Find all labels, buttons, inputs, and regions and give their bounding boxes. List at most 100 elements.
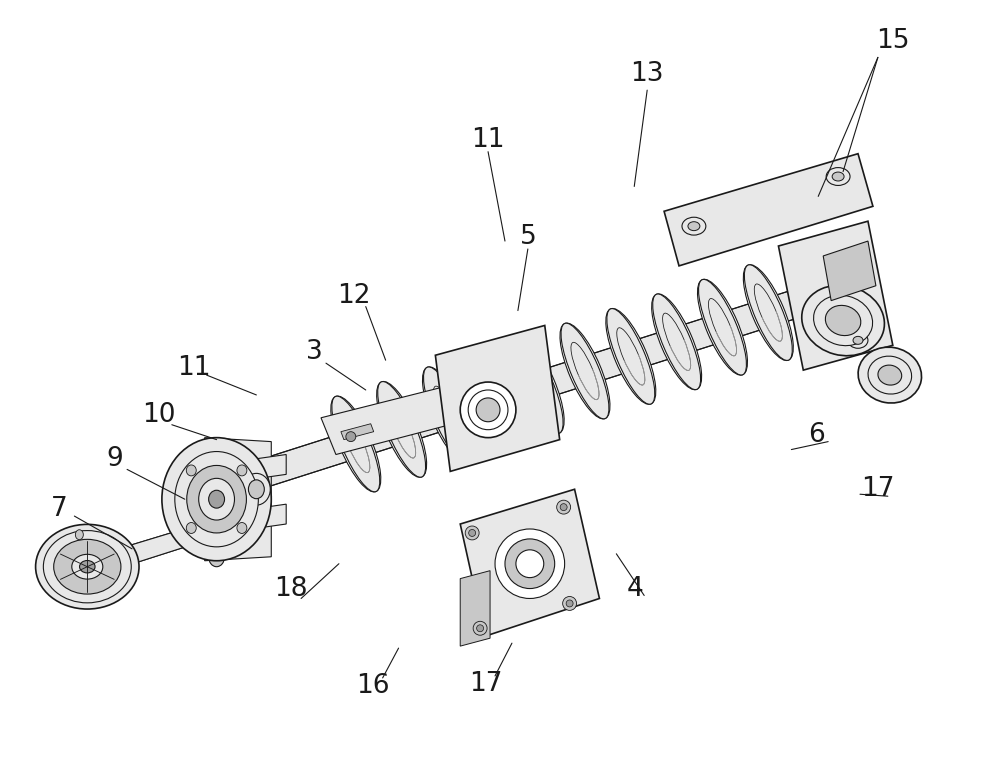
Ellipse shape <box>377 381 427 477</box>
Text: 9: 9 <box>107 446 124 473</box>
Ellipse shape <box>54 539 121 594</box>
Ellipse shape <box>465 526 479 540</box>
Ellipse shape <box>525 357 553 415</box>
Ellipse shape <box>858 347 922 403</box>
Ellipse shape <box>848 332 868 348</box>
Ellipse shape <box>237 465 247 476</box>
Ellipse shape <box>790 250 838 346</box>
Ellipse shape <box>331 396 381 492</box>
Text: 3: 3 <box>306 339 322 365</box>
Ellipse shape <box>424 367 471 463</box>
Ellipse shape <box>342 415 370 473</box>
Ellipse shape <box>868 356 912 394</box>
Ellipse shape <box>826 167 850 185</box>
Ellipse shape <box>663 313 691 370</box>
Ellipse shape <box>878 365 902 385</box>
Polygon shape <box>321 365 545 454</box>
Ellipse shape <box>516 549 544 577</box>
Text: 6: 6 <box>808 422 825 448</box>
Text: 10: 10 <box>142 401 176 428</box>
Ellipse shape <box>477 625 484 632</box>
Ellipse shape <box>515 338 563 433</box>
Ellipse shape <box>43 531 131 603</box>
Ellipse shape <box>835 236 885 332</box>
Ellipse shape <box>72 554 103 579</box>
Polygon shape <box>92 519 217 577</box>
Text: 17: 17 <box>469 671 503 697</box>
Polygon shape <box>664 153 873 266</box>
Ellipse shape <box>814 295 873 346</box>
Text: 11: 11 <box>471 127 505 153</box>
Ellipse shape <box>652 294 702 390</box>
Ellipse shape <box>469 529 476 536</box>
Ellipse shape <box>199 478 234 520</box>
Text: 18: 18 <box>274 576 308 601</box>
Ellipse shape <box>514 338 564 433</box>
Text: 17: 17 <box>861 477 895 502</box>
Ellipse shape <box>187 466 246 533</box>
Ellipse shape <box>468 353 518 448</box>
Polygon shape <box>778 221 893 370</box>
Text: 16: 16 <box>356 673 389 699</box>
Ellipse shape <box>476 398 500 422</box>
Ellipse shape <box>836 236 884 331</box>
Text: 7: 7 <box>51 496 68 522</box>
Polygon shape <box>435 326 560 471</box>
Ellipse shape <box>789 250 839 346</box>
Ellipse shape <box>617 328 645 385</box>
Ellipse shape <box>832 172 844 181</box>
Ellipse shape <box>563 597 577 611</box>
Polygon shape <box>217 454 286 484</box>
Ellipse shape <box>209 491 225 508</box>
Ellipse shape <box>346 432 356 442</box>
Ellipse shape <box>479 371 507 429</box>
Ellipse shape <box>186 465 196 476</box>
Ellipse shape <box>433 386 462 443</box>
Ellipse shape <box>460 382 516 438</box>
Polygon shape <box>217 505 286 534</box>
Ellipse shape <box>75 530 83 539</box>
Text: 15: 15 <box>876 27 910 53</box>
Ellipse shape <box>802 285 884 356</box>
Ellipse shape <box>162 438 271 561</box>
Polygon shape <box>167 266 868 519</box>
Ellipse shape <box>469 353 517 448</box>
Ellipse shape <box>825 305 861 336</box>
Ellipse shape <box>566 600 573 607</box>
Ellipse shape <box>473 622 487 636</box>
Ellipse shape <box>688 222 700 231</box>
Ellipse shape <box>209 547 225 567</box>
Ellipse shape <box>505 539 555 588</box>
Ellipse shape <box>80 560 95 573</box>
Text: 4: 4 <box>627 576 644 601</box>
Ellipse shape <box>571 343 599 400</box>
Text: 13: 13 <box>630 61 664 88</box>
Ellipse shape <box>237 522 247 533</box>
Polygon shape <box>460 570 490 646</box>
Ellipse shape <box>561 323 609 419</box>
Ellipse shape <box>495 529 565 598</box>
Ellipse shape <box>422 367 472 463</box>
Ellipse shape <box>242 474 270 505</box>
Polygon shape <box>823 241 876 301</box>
Ellipse shape <box>708 298 737 356</box>
Ellipse shape <box>607 308 655 405</box>
Ellipse shape <box>754 284 782 341</box>
Text: 12: 12 <box>337 283 371 308</box>
Ellipse shape <box>697 279 747 375</box>
Polygon shape <box>341 424 374 439</box>
Ellipse shape <box>557 500 571 514</box>
Ellipse shape <box>560 504 567 511</box>
Ellipse shape <box>800 270 828 327</box>
Ellipse shape <box>653 294 701 390</box>
Ellipse shape <box>853 336 863 344</box>
Ellipse shape <box>744 265 792 360</box>
Ellipse shape <box>699 279 746 375</box>
Ellipse shape <box>846 255 874 312</box>
Ellipse shape <box>743 265 793 360</box>
Ellipse shape <box>560 323 610 419</box>
Ellipse shape <box>248 480 264 498</box>
Text: 11: 11 <box>177 355 210 381</box>
Ellipse shape <box>682 217 706 235</box>
Polygon shape <box>205 438 271 561</box>
